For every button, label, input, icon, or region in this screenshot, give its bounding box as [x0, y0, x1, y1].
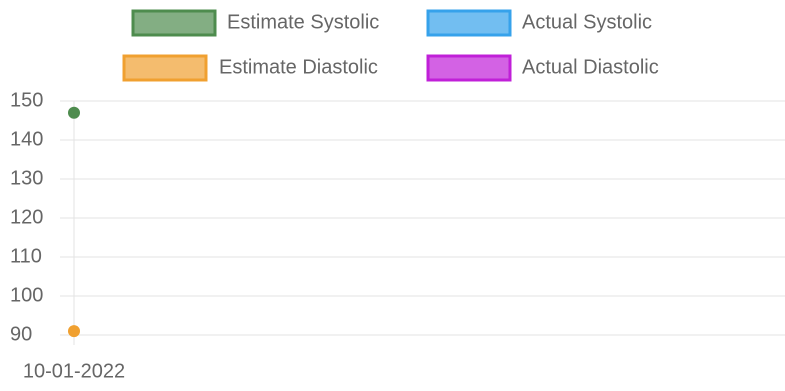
y-tick-label: 120 [10, 206, 43, 228]
data-point [68, 325, 80, 338]
legend-label: Estimate Systolic [227, 11, 379, 33]
legend-swatch [131, 9, 217, 37]
legend-swatch [426, 9, 512, 37]
data-point [68, 106, 80, 119]
y-tick-label: 130 [10, 167, 43, 189]
y-tick-label: 150 [10, 89, 43, 111]
legend-swatch [122, 54, 208, 82]
y-tick-label: 140 [10, 128, 43, 150]
legend-label: Actual Diastolic [522, 56, 659, 78]
legend-label: Estimate Diastolic [219, 56, 378, 78]
x-tick-label: 10-01-2022 [23, 360, 125, 382]
y-tick-label: 100 [10, 284, 43, 306]
y-tick-label: 110 [10, 245, 42, 267]
legend-label: Actual Systolic [522, 11, 652, 33]
y-tick-label: 90 [10, 323, 32, 345]
legend-swatch [426, 54, 512, 82]
